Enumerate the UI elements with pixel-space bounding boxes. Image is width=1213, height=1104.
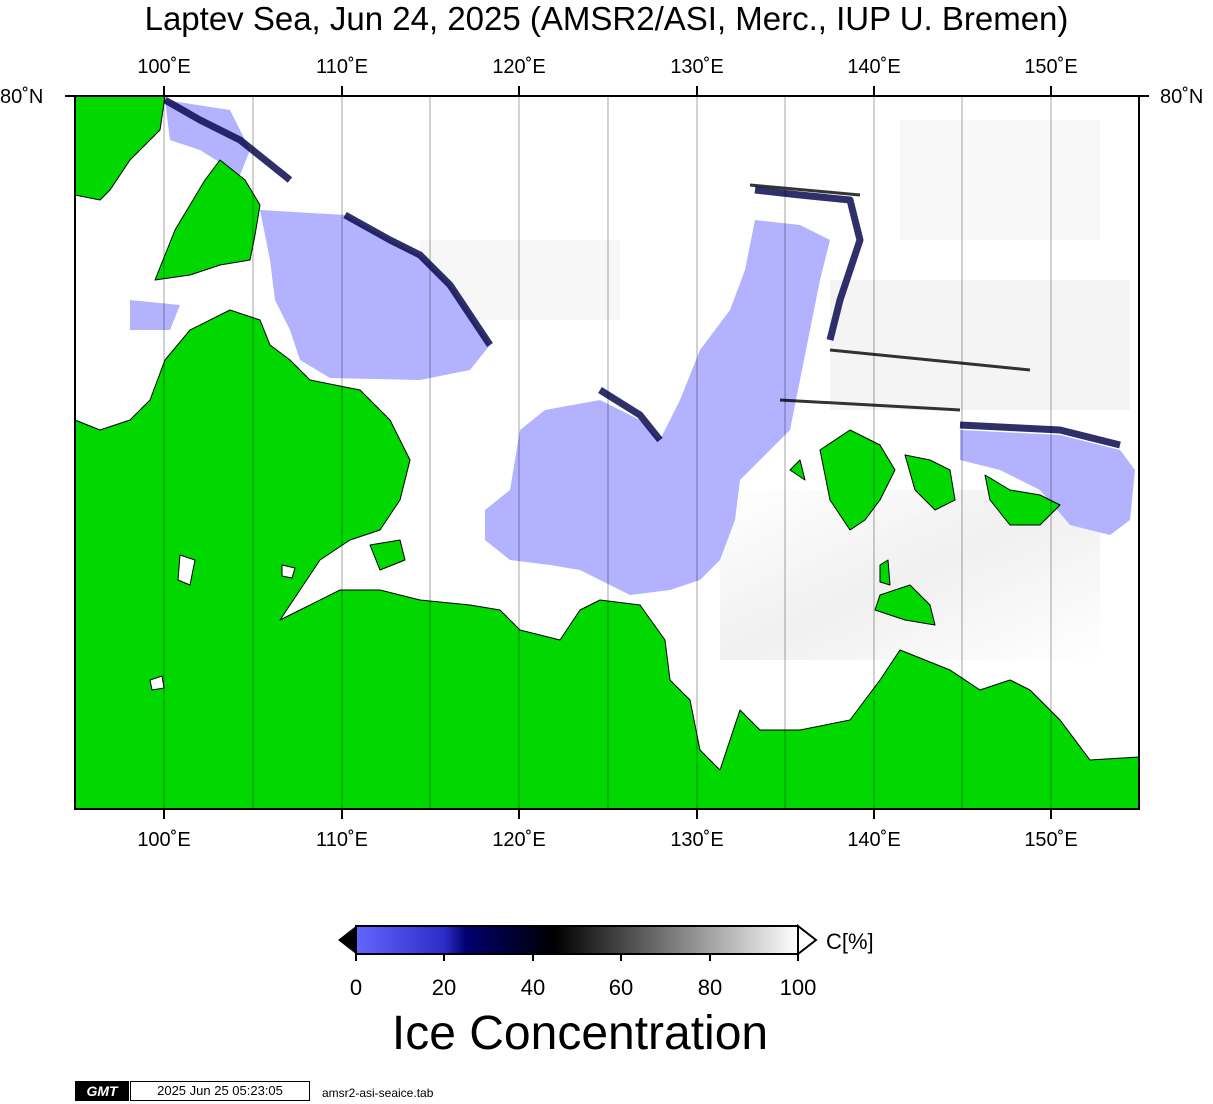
land bbox=[74, 95, 1140, 810]
lon-tick-bottom: 140˚E bbox=[847, 829, 901, 851]
graticule bbox=[163, 96, 1052, 809]
lagoons bbox=[149, 554, 296, 691]
colorbar-tick-label: 40 bbox=[520, 975, 546, 1000]
page-title: Laptev Sea, Jun 24, 2025 (AMSR2/ASI, Mer… bbox=[144, 0, 1069, 37]
ice-edge bbox=[163, 96, 1121, 449]
lon-tick-bottom: 110˚E bbox=[316, 829, 368, 851]
colorbar bbox=[338, 923, 818, 961]
timestamp: 2025 Jun 25 05:23:05 bbox=[130, 1081, 310, 1101]
lon-tick-top: 110˚E bbox=[316, 56, 368, 78]
map-frame bbox=[74, 95, 1140, 810]
colorbar-tick-label: 20 bbox=[431, 975, 457, 1000]
lon-tick-bottom: 130˚E bbox=[670, 829, 724, 851]
colorbar-tick-label: 60 bbox=[608, 975, 634, 1000]
gmt-logo: GMT bbox=[75, 1081, 129, 1101]
colorbar-tick-label: 100 bbox=[779, 975, 817, 1000]
lon-tick-top: 150˚E bbox=[1024, 56, 1078, 78]
colorbar-gradient bbox=[355, 925, 799, 955]
open-water bbox=[130, 100, 1135, 595]
colorbar-tick-label: 0 bbox=[349, 975, 363, 1000]
colorbar-ticks bbox=[355, 954, 799, 961]
colorbar-unit: C[%] bbox=[826, 929, 874, 954]
lat-label-right: 80˚N bbox=[1160, 86, 1204, 108]
lon-tick-top: 140˚E bbox=[847, 56, 901, 78]
colorbar-tick-label: 80 bbox=[697, 975, 723, 1000]
frame-ticks bbox=[65, 86, 1149, 819]
lat-label-left: 80˚N bbox=[0, 86, 44, 108]
command-label: amsr2-asi-seaice.tab bbox=[322, 1086, 434, 1100]
map bbox=[65, 86, 1149, 819]
lon-tick-bottom: 120˚E bbox=[492, 829, 546, 851]
ice-texture bbox=[420, 120, 1130, 660]
ice-edge-black bbox=[749, 183, 1031, 412]
lon-tick-bottom: 150˚E bbox=[1024, 829, 1078, 851]
lon-tick-top: 130˚E bbox=[670, 56, 724, 78]
lon-tick-bottom: 100˚E bbox=[137, 829, 191, 851]
colorbar-title: Ice Concentration bbox=[391, 1007, 769, 1060]
lon-tick-top: 100˚E bbox=[137, 56, 191, 78]
colorbar-low-arrow bbox=[338, 926, 356, 954]
colorbar-high-arrow bbox=[797, 923, 818, 957]
lon-tick-top: 120˚E bbox=[492, 56, 546, 78]
